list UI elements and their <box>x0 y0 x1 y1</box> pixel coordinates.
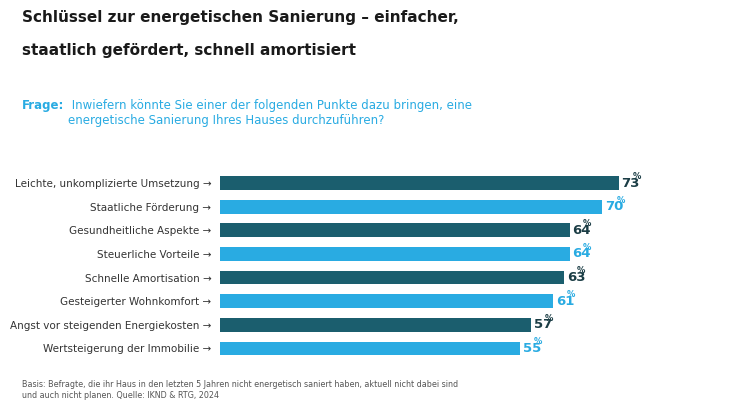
Text: 70: 70 <box>605 200 624 213</box>
Text: 63: 63 <box>567 271 586 284</box>
Text: 61: 61 <box>556 295 575 308</box>
Text: %: % <box>583 243 591 252</box>
Bar <box>220 342 520 355</box>
Text: Inwiefern könnte Sie einer der folgenden Punkte dazu bringen, eine
energetische : Inwiefern könnte Sie einer der folgenden… <box>68 99 472 127</box>
Bar <box>220 247 569 261</box>
Bar <box>220 200 602 213</box>
Text: 64: 64 <box>572 248 591 260</box>
Text: Frage:: Frage: <box>22 99 64 112</box>
Text: %: % <box>633 172 641 181</box>
Bar <box>220 223 569 237</box>
Text: Basis: Befragte, die ihr Haus in den letzten 5 Jahren nicht energetisch saniert : Basis: Befragte, die ihr Haus in den let… <box>22 380 458 400</box>
Text: 57: 57 <box>534 318 552 331</box>
Text: 55: 55 <box>523 342 542 355</box>
Text: 73: 73 <box>621 177 640 190</box>
Text: %: % <box>583 219 591 228</box>
Bar <box>220 294 553 308</box>
Bar <box>220 271 564 284</box>
Text: %: % <box>545 314 553 323</box>
Bar <box>220 318 531 332</box>
Text: %: % <box>567 290 575 299</box>
Text: 64: 64 <box>572 224 591 237</box>
Bar <box>220 176 619 190</box>
Text: %: % <box>578 267 586 276</box>
Text: staatlich gefördert, schnell amortisiert: staatlich gefördert, schnell amortisiert <box>22 43 356 58</box>
Text: %: % <box>534 337 542 346</box>
Text: %: % <box>616 196 625 205</box>
Text: Schlüssel zur energetischen Sanierung – einfacher,: Schlüssel zur energetischen Sanierung – … <box>22 10 459 25</box>
